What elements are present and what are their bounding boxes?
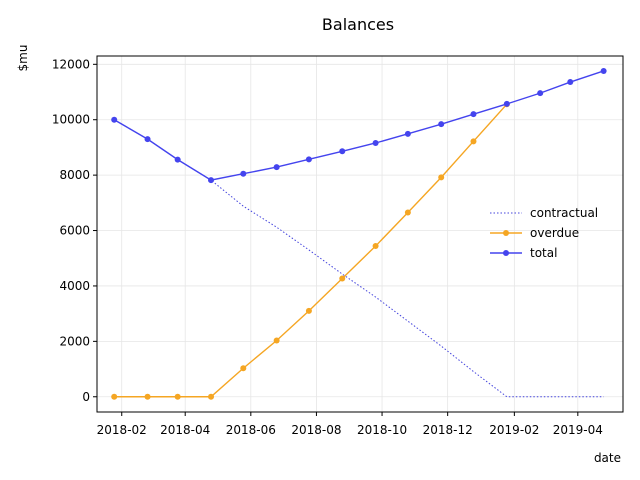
data-point-overdue xyxy=(240,365,247,372)
x-tick-label: 2019-02 xyxy=(489,423,539,437)
y-tick-label: 6000 xyxy=(59,224,90,238)
x-tick-label: 2018-08 xyxy=(291,423,341,437)
data-point-total xyxy=(240,170,247,177)
data-point-overdue xyxy=(208,393,215,400)
series-layer xyxy=(111,67,607,400)
y-tick-label: 8000 xyxy=(59,168,90,182)
x-tick-label: 2018-02 xyxy=(97,423,147,437)
data-point-total xyxy=(305,156,312,163)
data-point-overdue xyxy=(305,307,312,314)
x-axis-label: date xyxy=(594,451,621,465)
y-tick-label: 0 xyxy=(82,390,90,404)
data-point-total xyxy=(339,148,346,155)
data-point-total xyxy=(537,90,544,97)
y-tick-label: 10000 xyxy=(52,113,90,127)
data-point-total xyxy=(372,139,379,146)
data-point-total xyxy=(503,100,510,107)
y-tick-label: 2000 xyxy=(59,334,90,348)
data-point-overdue xyxy=(174,393,181,400)
data-point-overdue xyxy=(339,275,346,282)
x-tick-label: 2018-06 xyxy=(226,423,276,437)
legend-label-contractual: contractual xyxy=(530,206,598,220)
data-point-total xyxy=(144,136,151,143)
axes: 0 2000 4000 6000 8000 10000 12000 2018-02 2018-0… xyxy=(52,57,603,437)
grid xyxy=(97,56,623,412)
series-line-total xyxy=(113,70,604,181)
data-point-overdue xyxy=(438,174,445,181)
y-axis-label: $mu xyxy=(16,45,30,72)
data-point-total xyxy=(600,67,607,74)
x-tick-label: 2019-04 xyxy=(553,423,603,437)
data-point-total xyxy=(208,177,215,184)
data-point-overdue xyxy=(144,393,151,400)
x-tick-label: 2018-04 xyxy=(160,423,210,437)
y-tick-label: 12000 xyxy=(52,57,90,71)
plot-frame xyxy=(96,55,624,413)
data-point-overdue xyxy=(470,138,477,145)
data-point-total xyxy=(567,79,574,86)
legend-label-overdue: overdue xyxy=(530,226,579,240)
data-point-total xyxy=(111,116,118,123)
legend-marker-overdue xyxy=(503,230,509,236)
data-point-overdue xyxy=(273,337,280,344)
data-point-total xyxy=(470,111,477,118)
x-tick-label: 2018-10 xyxy=(357,423,407,437)
legend-label-total: total xyxy=(530,246,557,260)
data-point-total xyxy=(273,164,280,171)
data-point-total xyxy=(404,130,411,137)
data-point-total xyxy=(174,156,181,163)
data-point-overdue xyxy=(372,243,379,250)
data-point-total xyxy=(438,121,445,128)
data-point-overdue xyxy=(404,209,411,216)
data-point-overdue xyxy=(111,393,118,400)
legend-marker-total xyxy=(503,250,509,256)
y-tick-label: 4000 xyxy=(59,279,90,293)
chart-title: Balances xyxy=(322,15,394,34)
legend: contractual overdue total xyxy=(490,206,598,260)
x-tick-label: 2018-12 xyxy=(423,423,473,437)
